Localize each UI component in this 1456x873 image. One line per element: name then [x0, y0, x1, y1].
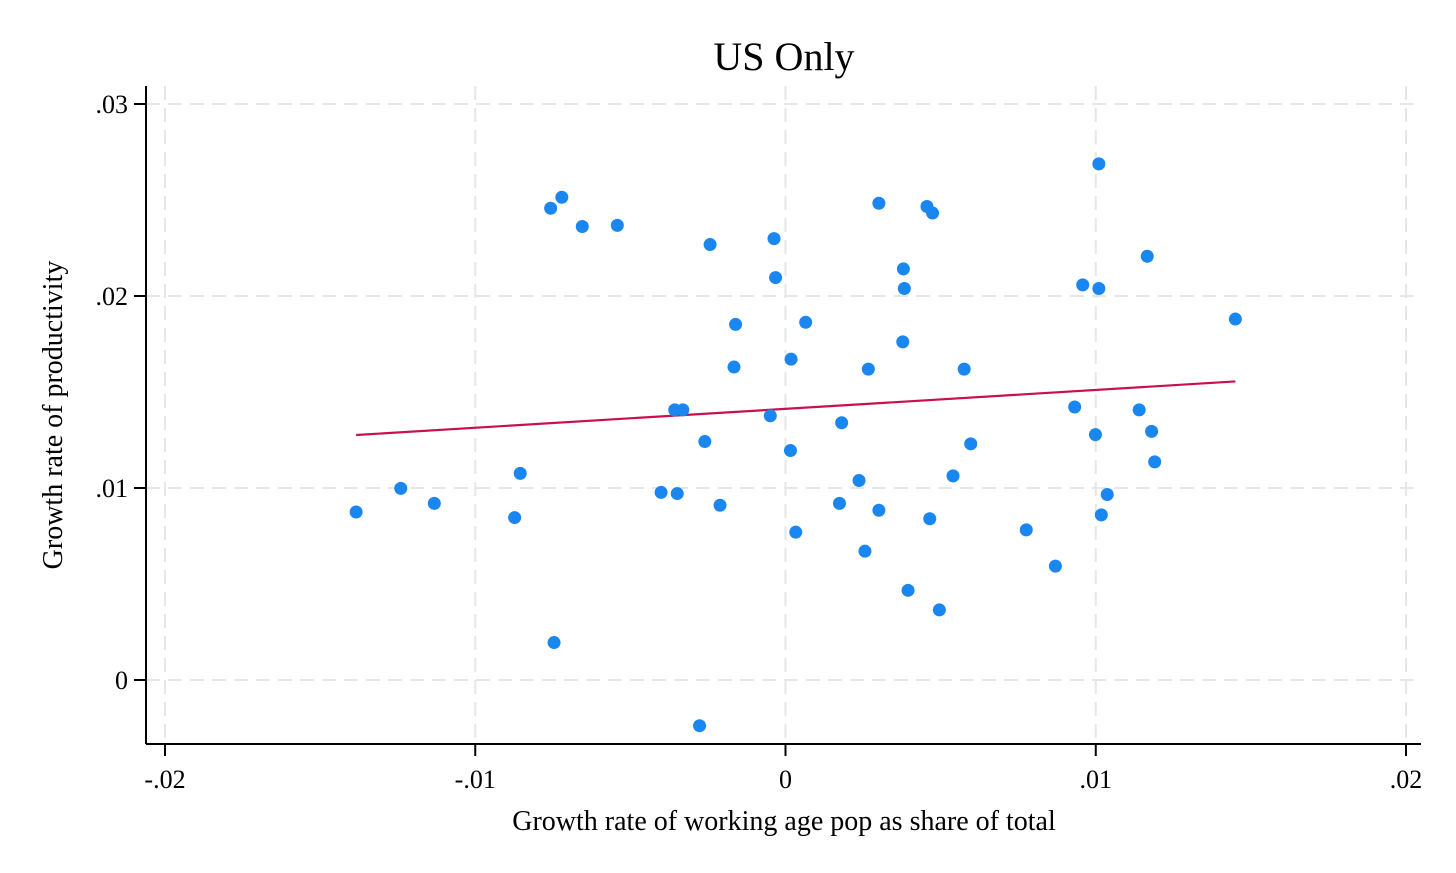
scatter-point — [1068, 400, 1082, 414]
scatter-point — [767, 232, 781, 246]
scatter-point — [1100, 488, 1114, 502]
scatter-point — [1132, 403, 1146, 417]
scatter-point — [957, 362, 971, 376]
scatter-point — [508, 511, 522, 525]
scatter-point — [698, 435, 712, 449]
scatter-point — [1228, 312, 1242, 326]
scatter-point — [544, 201, 558, 215]
y-tick-label: .03 — [96, 90, 129, 119]
y-axis-label: Growth rate of productivity — [38, 261, 69, 570]
gridlines — [146, 86, 1421, 744]
scatter-point — [789, 525, 803, 539]
scatter-point — [610, 218, 624, 232]
scatter-point — [555, 190, 569, 204]
data-points — [349, 157, 1242, 733]
scatter-point — [713, 498, 727, 512]
scatter-point — [1088, 428, 1102, 442]
scatter-point — [1148, 455, 1162, 469]
x-tick-label: 0 — [779, 765, 792, 794]
scatter-point — [729, 317, 743, 331]
scatter-point — [1092, 282, 1106, 296]
scatter-point — [832, 496, 846, 510]
scatter-point — [763, 409, 777, 423]
x-tick-label: .02 — [1390, 765, 1423, 794]
scatter-point — [1145, 424, 1159, 438]
scatter-point — [1094, 508, 1108, 522]
scatter-point — [901, 583, 915, 597]
scatter-point — [703, 238, 717, 252]
scatter-point — [926, 206, 940, 220]
scatter-point — [858, 544, 872, 558]
axis-ticks: -.02 -.01 0 .01 .02 0 .01 .02 .03 — [96, 90, 1423, 794]
y-tick-label: 0 — [115, 666, 128, 695]
scatter-point — [654, 485, 668, 499]
scatter-point — [676, 403, 690, 417]
y-tick-label: .01 — [96, 474, 129, 503]
scatter-point — [872, 503, 886, 517]
scatter-point — [861, 362, 875, 376]
scatter-point — [783, 444, 797, 458]
scatter-point — [932, 603, 946, 617]
scatter-point — [872, 196, 886, 210]
scatter-point — [727, 360, 741, 374]
fit-line-group — [356, 380, 1236, 437]
scatter-point — [547, 636, 561, 650]
scatter-point — [513, 466, 527, 480]
scatter-point — [946, 469, 960, 483]
x-tick-label: -.02 — [144, 765, 185, 794]
scatter-point — [964, 437, 978, 451]
scatter-point — [835, 416, 849, 430]
scatter-point — [1140, 249, 1154, 263]
x-tick-label: .01 — [1080, 765, 1113, 794]
x-tick-label: -.01 — [455, 765, 496, 794]
scatter-point — [923, 512, 937, 526]
y-tick-label: .02 — [96, 282, 129, 311]
scatter-point — [1048, 559, 1062, 573]
scatter-point — [693, 719, 707, 733]
scatter-point — [670, 487, 684, 501]
scatter-point — [394, 481, 408, 495]
scatter-point — [427, 496, 441, 510]
scatter-point — [1092, 157, 1106, 171]
fitted-line — [356, 380, 1236, 437]
scatter-point — [799, 315, 813, 329]
x-axis-label: Growth rate of working age pop as share … — [512, 806, 1056, 837]
chart-title: US Only — [713, 34, 854, 79]
scatter-point — [784, 352, 798, 366]
scatter-point — [896, 262, 910, 276]
scatter-point — [575, 219, 589, 233]
scatter-point — [1076, 278, 1090, 292]
scatter-point — [896, 335, 910, 349]
scatter-point — [897, 282, 911, 296]
scatter-point — [769, 271, 783, 285]
scatter-point — [349, 505, 363, 519]
axes — [145, 86, 1421, 745]
scatter-point — [852, 474, 866, 488]
scatter-point — [1019, 523, 1033, 537]
